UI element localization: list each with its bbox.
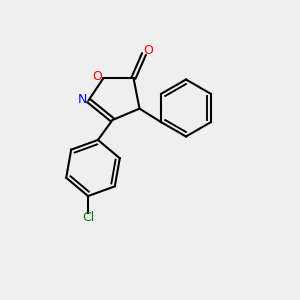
Text: O: O [144, 44, 153, 58]
Text: N: N [78, 93, 87, 106]
Text: O: O [93, 70, 102, 83]
Text: Cl: Cl [82, 211, 94, 224]
